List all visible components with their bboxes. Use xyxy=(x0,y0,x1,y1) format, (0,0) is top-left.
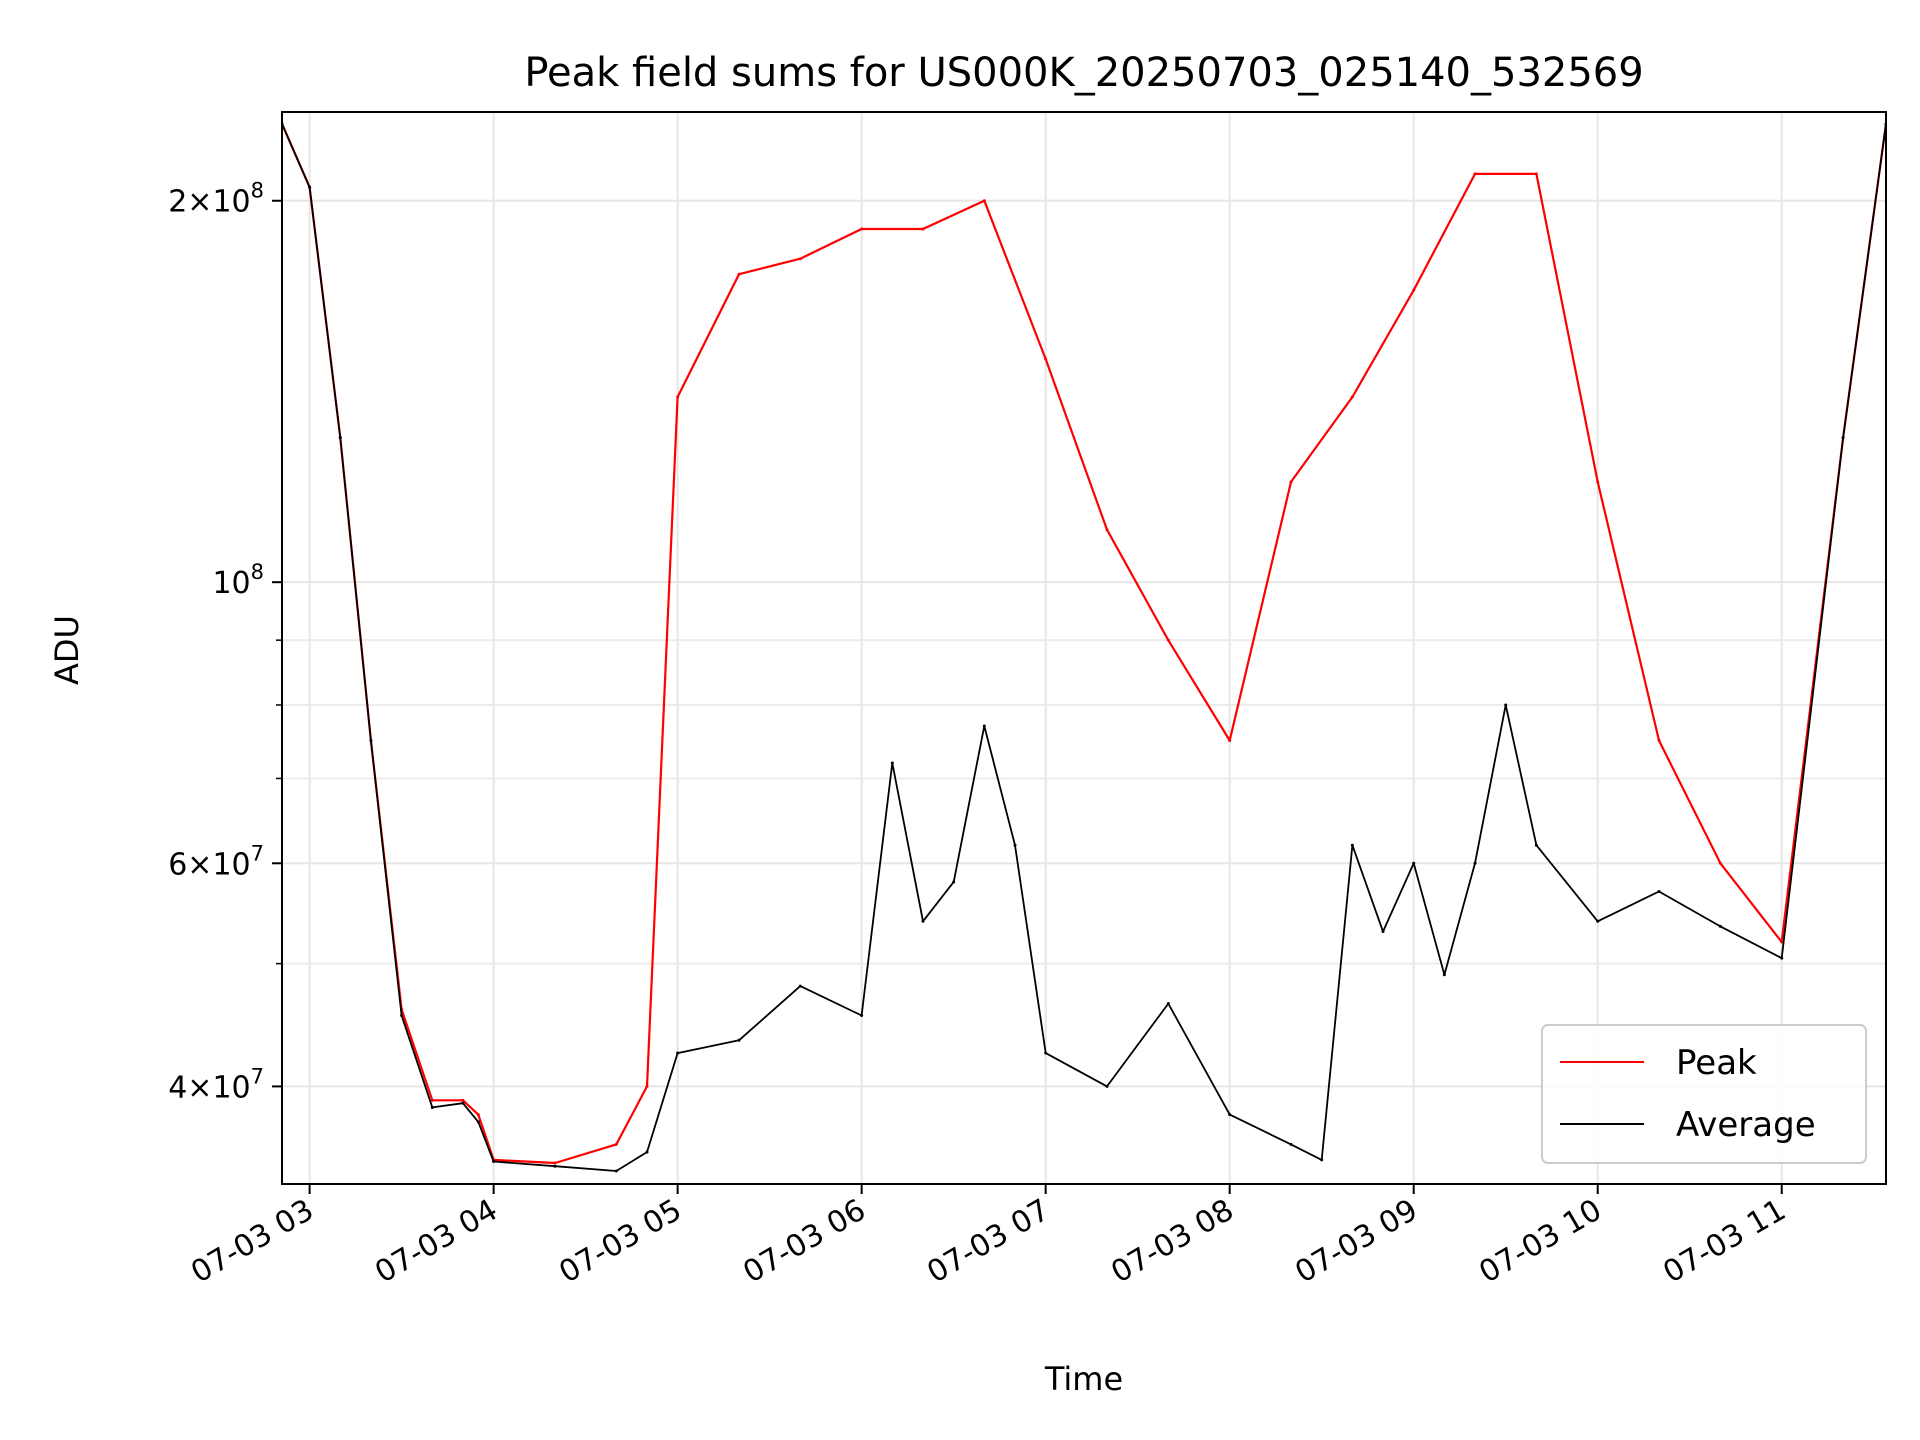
data-point-average xyxy=(553,1164,557,1168)
data-point-peak xyxy=(921,227,925,231)
data-point-average xyxy=(1228,1113,1232,1117)
data-point-peak xyxy=(798,257,802,261)
data-point-average xyxy=(737,1038,741,1042)
legend-box xyxy=(1541,1024,1867,1164)
data-point-average xyxy=(338,436,342,440)
y-axis: 4×107 6×107 108 2×108 xyxy=(168,179,282,1105)
data-point-peak xyxy=(1657,738,1661,742)
x-axis-title: Time xyxy=(1044,1360,1123,1398)
data-point-average xyxy=(952,880,956,884)
data-point-average xyxy=(492,1159,496,1163)
data-point-average xyxy=(1657,890,1661,894)
data-point-average xyxy=(1596,919,1600,923)
data-point-average xyxy=(982,724,986,728)
data-point-average xyxy=(430,1105,434,1109)
legend: Peak Average xyxy=(1541,1024,1867,1164)
legend-label-peak: Peak xyxy=(1676,1043,1757,1083)
data-point-peak xyxy=(476,1113,480,1117)
data-point-peak xyxy=(1228,738,1232,742)
data-point-peak xyxy=(1473,172,1477,176)
data-point-average xyxy=(614,1169,618,1173)
series-layer xyxy=(282,122,1886,1173)
data-point-peak xyxy=(645,1084,649,1088)
data-point-peak xyxy=(982,199,986,203)
data-point-peak xyxy=(1412,288,1416,292)
y-tick-label: 2×108 xyxy=(168,179,264,220)
data-point-average xyxy=(1412,861,1416,865)
data-point-peak xyxy=(1718,861,1722,865)
data-point-average xyxy=(1442,973,1446,977)
data-point-average xyxy=(1289,1142,1293,1146)
y-tick-label: 4×107 xyxy=(168,1064,264,1105)
data-point-average xyxy=(676,1051,680,1055)
data-point-average xyxy=(1166,1002,1170,1006)
data-point-average xyxy=(1718,924,1722,928)
data-point-peak xyxy=(1105,528,1109,532)
data-point-average xyxy=(1780,956,1784,960)
data-point-peak xyxy=(1534,172,1538,176)
data-point-average xyxy=(1381,930,1385,934)
data-point-peak xyxy=(430,1098,434,1102)
data-point-peak xyxy=(461,1098,465,1102)
data-point-average xyxy=(645,1150,649,1154)
data-point-average xyxy=(400,1014,404,1018)
data-point-average xyxy=(1534,843,1538,847)
legend-label-average: Average xyxy=(1676,1105,1816,1145)
y-tick-label: 108 xyxy=(212,560,264,601)
data-point-peak xyxy=(860,227,864,231)
data-point-average xyxy=(921,919,925,923)
data-point-average xyxy=(1504,703,1508,707)
plot-area-frame xyxy=(281,111,1887,1185)
series-line-average xyxy=(282,123,1886,1172)
data-point-peak xyxy=(614,1142,618,1146)
data-point-peak xyxy=(1780,940,1784,944)
data-point-peak xyxy=(1044,357,1048,361)
data-point-average xyxy=(308,185,312,189)
data-point-average xyxy=(461,1101,465,1105)
data-point-peak xyxy=(737,272,741,276)
data-point-average xyxy=(890,761,894,765)
data-point-peak xyxy=(1289,480,1293,484)
data-point-peak xyxy=(553,1161,557,1165)
data-point-average xyxy=(1105,1084,1109,1088)
data-point-average xyxy=(1320,1158,1324,1162)
data-point-average xyxy=(1044,1051,1048,1055)
data-point-peak xyxy=(1596,480,1600,484)
data-point-average xyxy=(1350,843,1354,847)
data-point-average xyxy=(1473,861,1477,865)
y-tick-label: 6×107 xyxy=(168,841,264,882)
chart-title: Peak field sums for US000K_20250703_0251… xyxy=(524,50,1643,96)
data-point-average xyxy=(860,1014,864,1018)
data-point-average xyxy=(1013,843,1017,847)
y-axis-title: ADU xyxy=(48,615,86,685)
data-point-average xyxy=(798,984,802,988)
data-point-peak xyxy=(676,395,680,399)
data-point-average xyxy=(369,738,373,742)
data-point-average xyxy=(1841,436,1845,440)
data-point-average xyxy=(476,1120,480,1124)
data-point-peak xyxy=(1350,395,1354,399)
data-point-peak xyxy=(1166,638,1170,642)
